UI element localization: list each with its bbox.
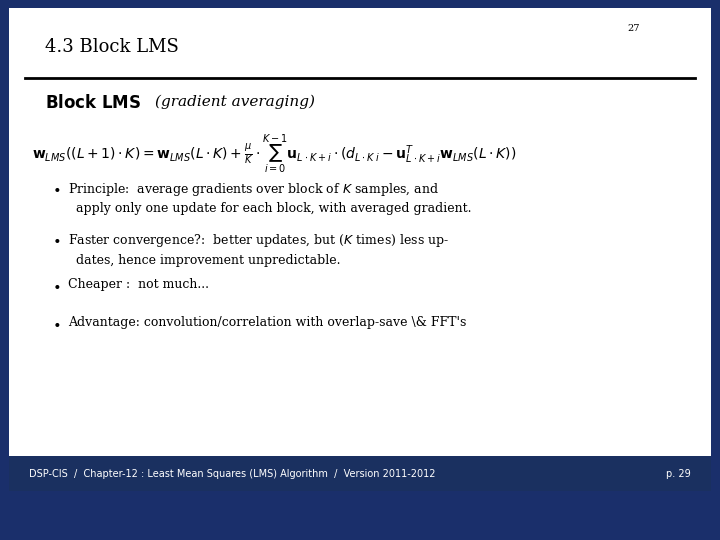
Text: $\bullet$: $\bullet$ [52, 278, 60, 292]
Text: DSP-CIS  /  Chapter-12 : Least Mean Squares (LMS) Algorithm  /  Version 2011-201: DSP-CIS / Chapter-12 : Least Mean Square… [29, 469, 436, 479]
Text: $\mathbf{w}_{LMS}((L+1)\cdot K) = \mathbf{w}_{LMS}(L\cdot K) + \frac{\mu}{K}\cdo: $\mathbf{w}_{LMS}((L+1)\cdot K) = \mathb… [32, 132, 517, 176]
Text: p. 29: p. 29 [667, 469, 691, 479]
Text: 27: 27 [627, 24, 640, 33]
Text: Advantage: convolution/correlation with overlap-save \& FFT's: Advantage: convolution/correlation with … [68, 316, 467, 329]
Text: (gradient averaging): (gradient averaging) [155, 94, 315, 109]
Text: 4.3 Block LMS: 4.3 Block LMS [45, 38, 179, 56]
Text: $\bullet$: $\bullet$ [52, 232, 60, 246]
Text: $\bullet$: $\bullet$ [52, 181, 60, 195]
Text: Cheaper :  not much...: Cheaper : not much... [68, 278, 210, 291]
Text: $\bf{Block\ LMS}$: $\bf{Block\ LMS}$ [45, 94, 140, 112]
Text: Faster convergence?:  better updates, but ($K$ times) less up-
  dates, hence im: Faster convergence?: better updates, but… [68, 232, 449, 267]
Text: $\bullet$: $\bullet$ [52, 316, 60, 330]
Text: Principle:  average gradients over block of $K$ samples, and
  apply only one up: Principle: average gradients over block … [68, 181, 472, 215]
